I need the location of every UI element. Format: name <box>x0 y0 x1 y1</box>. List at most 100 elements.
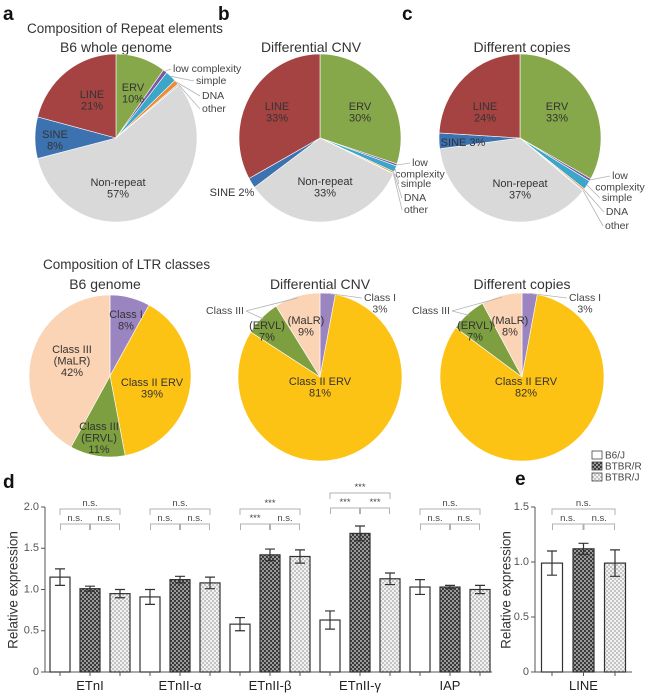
callout-leader-line <box>582 190 604 227</box>
significance-bracket-left <box>240 523 270 530</box>
slice-label-line: 24% <box>474 112 496 124</box>
shared-label-class-iii: Class III <box>206 305 244 317</box>
significance-bracket-right-label: n.s. <box>97 513 112 524</box>
callout-leader-line <box>165 68 172 72</box>
y-axis-label: Relative expression <box>499 531 514 649</box>
y-tick-label: 0 <box>33 666 39 678</box>
significance-bracket-overall-label: *** <box>264 498 275 509</box>
slice-label-non-repeat: 57% <box>107 188 129 200</box>
callout-leader-line <box>245 297 298 312</box>
error-bar <box>385 572 395 586</box>
bar-etnii-btbr-r <box>349 532 371 673</box>
error-bar <box>85 585 95 592</box>
slice-label-line: LINE <box>80 89 104 101</box>
slice-label-non-repeat: Non-repeat <box>492 178 547 190</box>
bar-etnii-btbr-j <box>289 555 311 673</box>
significance-bracket-left-label: n.s. <box>67 513 82 524</box>
y-tick-label: 1.5 <box>24 542 39 554</box>
error-bar <box>610 549 620 577</box>
significance-bracket-overall <box>551 508 616 515</box>
significance-bracket-right-label: n.s. <box>277 513 292 524</box>
bar-line-btbr-j <box>603 562 627 673</box>
significance-bracket-right-label: n.s. <box>457 513 472 524</box>
callout-leader-line <box>451 310 469 316</box>
error-bar <box>475 584 485 595</box>
slice-label-line: LINE <box>473 101 497 113</box>
significance-bracket-right <box>583 523 615 530</box>
slice-label-simple: simple <box>196 75 227 87</box>
callout-leader-line <box>176 81 201 97</box>
slice-label-low-complexity: low complexity <box>173 63 242 75</box>
pie-slice-class-ii-erv <box>109 304 192 456</box>
error-bar <box>578 542 589 555</box>
bar-etni-b6-j <box>49 576 71 673</box>
slice-label-class-i: Class I <box>364 292 396 304</box>
bar-etnii-btbr-r <box>169 578 191 673</box>
slice-label-sine: SINE 2% <box>210 187 255 199</box>
significance-bracket-overall <box>419 508 481 515</box>
error-bar <box>295 549 305 564</box>
error-bar <box>175 575 185 584</box>
panel-letter-c: c <box>402 4 413 25</box>
panel-letter-d: d <box>3 472 15 493</box>
pie-slice-class-iii-malr <box>28 294 111 448</box>
significance-bracket-right <box>180 523 210 530</box>
error-bar <box>55 568 65 586</box>
slice-label-class-iii-malr: 9% <box>298 326 314 338</box>
significance-bracket-right <box>270 523 300 530</box>
pie-slice-class-iii-malr <box>275 292 321 379</box>
significance-bracket-left <box>60 523 90 530</box>
significance-bracket-overall-label: n.s. <box>82 498 97 509</box>
slice-label-dna: DNA <box>606 206 628 218</box>
slice-label-class-ii-erv: 81% <box>309 387 331 399</box>
callout-leader-line <box>178 84 201 110</box>
callout-leader-line <box>170 75 195 82</box>
error-bar <box>445 584 455 590</box>
pie-slice-class-ii-erv <box>237 294 403 462</box>
y-tick-label: 2.0 <box>24 501 39 513</box>
bar-iap-btbr-r <box>439 586 461 673</box>
significance-bracket-left-label: *** <box>339 497 350 508</box>
slice-label-class-iii-malr: 8% <box>502 326 518 338</box>
heading-ltr-composition: Composition of LTR classes <box>43 257 210 272</box>
slice-label-line: 21% <box>81 100 103 112</box>
significance-bracket-left <box>420 523 450 530</box>
callout-leader-line <box>245 310 264 320</box>
significance-bracket-right-label: n.s. <box>592 513 607 524</box>
slice-label-class-iii-ervl: 7% <box>259 331 275 343</box>
slice-label-class-i: 3% <box>372 303 387 315</box>
slice-label-class-iii-ervl: 11% <box>88 444 109 456</box>
callout-leader-line <box>394 168 400 185</box>
slice-label-sine: 8% <box>47 140 63 152</box>
bar-etnii-btbr-j <box>199 582 221 673</box>
slice-label-simple: simple <box>602 192 633 204</box>
heading-repeat-composition: Composition of Repeat elements <box>27 21 223 36</box>
significance-bracket-overall-label: n.s. <box>442 498 457 509</box>
slice-label-sine: SINE 3% <box>441 137 486 149</box>
pie-slice-class-ii-erv <box>439 294 605 462</box>
legend-label-b6-j: B6/J <box>605 451 625 462</box>
bar-etni-btbr-j <box>109 593 131 673</box>
slice-label-erv: 30% <box>349 112 371 124</box>
pie-slice-non-repeat <box>439 137 584 223</box>
slice-label-non-repeat: 37% <box>509 189 531 201</box>
panel-letter-e: e <box>515 469 526 490</box>
bar-line-b6-j <box>540 562 564 673</box>
bar-etnii-btbr-r <box>259 554 281 673</box>
slice-label-erv: ERV <box>122 82 145 94</box>
callout-leader-line <box>529 292 568 299</box>
callout-leader-line <box>583 189 605 213</box>
slice-label-other: other <box>404 204 428 216</box>
pie-slice-class-iii-malr <box>482 292 523 378</box>
slice-label-class-iii-malr: Class III <box>52 344 92 356</box>
error-bar <box>415 579 425 596</box>
panel-letter-a: a <box>3 4 14 25</box>
slice-label-simple: simple <box>401 178 432 190</box>
pie-slice-non-repeat <box>37 84 198 223</box>
bar-line-btbr-r <box>572 548 595 673</box>
pie-slice-erv <box>319 53 402 165</box>
